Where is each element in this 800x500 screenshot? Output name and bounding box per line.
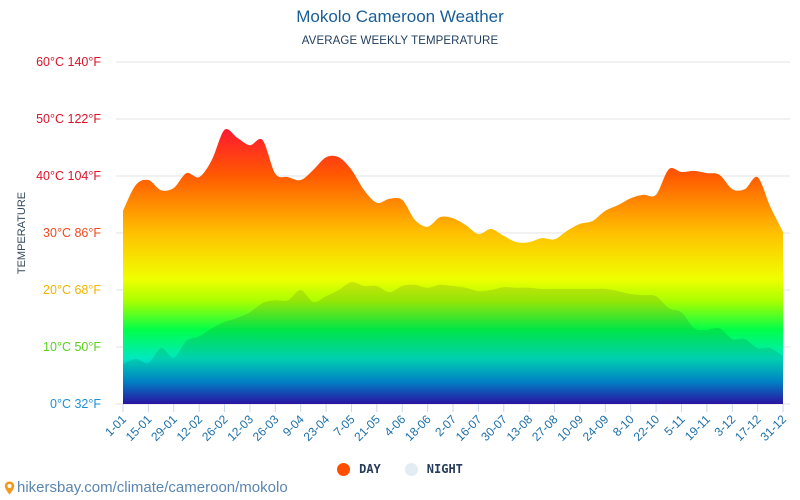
day-dot-icon [337,462,351,476]
y-tick-label: 0°C 32°F [50,397,101,411]
y-axis-title: TEMPERATURE [16,192,28,274]
x-tick-label: 23-04 [301,412,333,444]
x-tick-label: 17-12 [732,412,764,444]
legend-item-day[interactable]: DAY [337,462,381,476]
x-tick-label: 21-05 [351,412,383,444]
x-tick-label: 19-11 [682,412,713,443]
x-tick-label: 10-09 [554,412,586,444]
x-axis-ticks: 1-0115-0129-0112-0226-0212-0326-039-0423… [102,404,789,444]
y-tick-label: 20°C 68°F [43,283,101,297]
night-area [123,281,783,404]
y-tick-label: 40°C 104°F [36,169,101,183]
x-tick-label: 22-10 [631,412,663,444]
x-tick-label: 31-12 [758,412,790,444]
day-area [123,129,783,404]
x-tick-label: 18-06 [402,412,434,444]
source-link[interactable]: hikersbay.com/climate/cameroon/mokolo [17,479,288,496]
chart-subtitle: AVERAGE WEEKLY TEMPERATURE [301,35,499,47]
x-tick-label: 26-03 [250,412,282,444]
plot-areas [123,129,783,404]
y-tick-label: 60°C 140°F [36,55,101,69]
y-tick-label: 50°C 122°F [36,112,101,126]
legend-day-label: DAY [359,462,381,476]
x-tick-label: 12-02 [174,412,206,444]
x-tick-label: 12-03 [224,412,256,444]
y-tick-label: 30°C 86°F [43,226,101,240]
legend-night-label: NIGHT [426,462,463,476]
x-tick-label: 24-09 [580,412,612,444]
x-tick-label: 26-02 [199,412,231,444]
legend: DAY NIGHT [0,462,800,476]
map-pin-icon [4,481,15,494]
y-tick-label: 10°C 50°F [43,340,101,354]
night-dot-icon [404,462,418,476]
y-axis-ticks: 0°C 32°F 10°C 50°F 20°C 68°F 30°C 86°F 40°C … [36,55,101,411]
x-tick-label: 30-07 [478,412,510,444]
x-tick-label: 13-08 [504,412,536,444]
x-tick-label: 27-08 [529,412,561,444]
source-footer[interactable]: hikersbay.com/climate/cameroon/mokolo [4,479,288,496]
x-tick-label: 16-07 [453,412,485,444]
x-tick-label: 29-01 [148,412,180,444]
legend-item-night[interactable]: NIGHT [404,462,463,476]
x-tick-label: 15-01 [123,412,155,444]
chart-title: Mokolo Cameroon Weather [296,7,504,26]
